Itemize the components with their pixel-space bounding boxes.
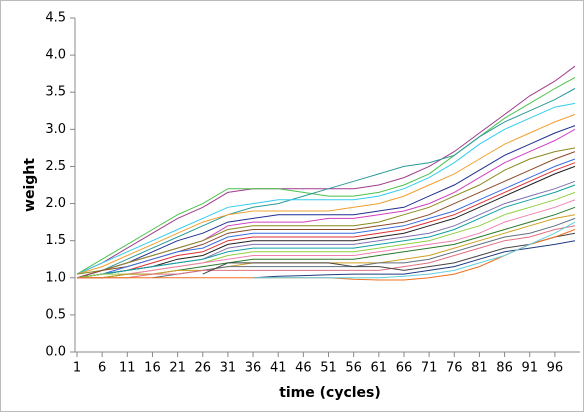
- x-tick-label: 56: [345, 361, 362, 376]
- x-tick-label: 86: [496, 361, 513, 376]
- x-tick-label: 36: [245, 361, 262, 376]
- series-line: [76, 158, 576, 279]
- x-tick-label: 96: [547, 361, 564, 376]
- x-tick-label: 26: [194, 361, 211, 376]
- x-tick-label: 46: [295, 361, 312, 376]
- x-tick-label: 76: [446, 361, 463, 376]
- x-tick-label: 16: [144, 361, 161, 376]
- series-line: [152, 217, 576, 279]
- series-line: [76, 184, 576, 279]
- y-tick-label: 2.0: [45, 196, 66, 211]
- x-tick-label: 51: [320, 361, 337, 376]
- y-axis-label: weight: [22, 158, 38, 212]
- series-line: [76, 76, 576, 275]
- x-tick-label: 11: [119, 361, 136, 376]
- x-tick-label: 1: [73, 361, 81, 376]
- series-line: [253, 221, 576, 279]
- y-tick-label: 0.5: [45, 307, 66, 322]
- x-tick-label: 41: [270, 361, 287, 376]
- y-tick-label: 1.0: [45, 270, 66, 285]
- series-line: [253, 240, 576, 279]
- y-tick-label: 0.0: [45, 345, 66, 360]
- x-tick-label: 91: [521, 361, 538, 376]
- x-tick-label: 66: [396, 361, 413, 376]
- y-tick-label: 4.5: [45, 11, 66, 26]
- series-line: [76, 102, 576, 275]
- x-tick-label: 71: [421, 361, 438, 376]
- series-line: [77, 225, 576, 279]
- series-line: [77, 199, 576, 279]
- y-tick-label: 1.5: [45, 233, 66, 248]
- series-line: [76, 125, 576, 279]
- series-line: [76, 88, 576, 279]
- x-tick-label: 81: [471, 361, 488, 376]
- series-line: [76, 162, 576, 279]
- x-tick-label: 21: [169, 361, 186, 376]
- series-line: [76, 165, 576, 279]
- x-tick-label: 6: [98, 361, 106, 376]
- series-line: [76, 114, 576, 275]
- x-tick-label: 61: [371, 361, 388, 376]
- y-tick-label: 4.0: [45, 48, 66, 63]
- y-tick-label: 2.5: [45, 159, 66, 174]
- x-axis-label: time (cycles): [279, 385, 381, 401]
- y-tick-label: 3.0: [45, 122, 66, 137]
- x-tick-label: 31: [220, 361, 237, 376]
- series-line: [202, 232, 576, 275]
- series-line: [76, 147, 576, 275]
- y-tick-label: 3.5: [45, 85, 66, 100]
